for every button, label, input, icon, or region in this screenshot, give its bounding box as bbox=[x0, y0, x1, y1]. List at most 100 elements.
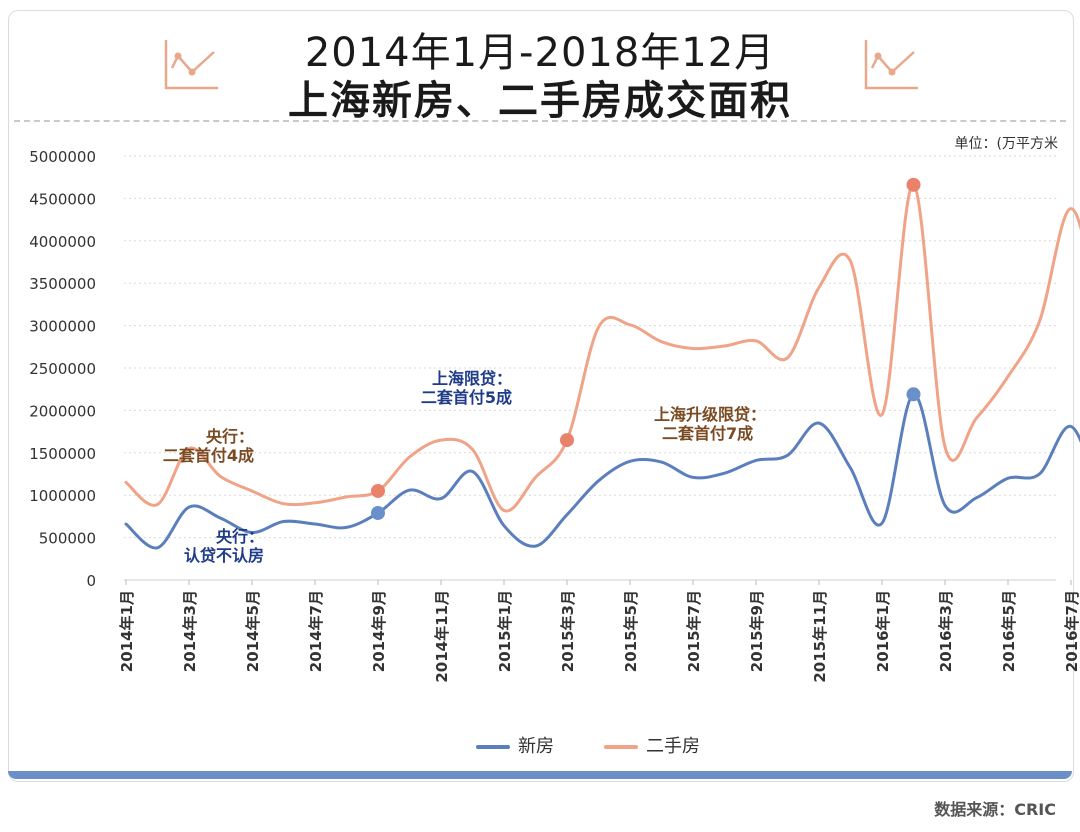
y-tick-label: 1500000 bbox=[29, 445, 96, 463]
legend: 新房 二手房 bbox=[0, 732, 1080, 758]
data-point-new-house bbox=[943, 503, 947, 507]
y-tick-label: 2500000 bbox=[29, 360, 96, 378]
title-divider bbox=[14, 120, 1066, 122]
legend-swatch-second-hand bbox=[604, 745, 638, 749]
legend-label-new-house: 新房 bbox=[518, 736, 554, 757]
data-point-new-house bbox=[849, 466, 853, 470]
data-point-second-hand bbox=[786, 356, 790, 360]
x-tick-label: 2014年1月 bbox=[118, 590, 136, 672]
x-tick-label: 2015年5月 bbox=[622, 590, 640, 672]
data-point-new-house bbox=[628, 459, 632, 463]
highlight-marker bbox=[906, 387, 921, 402]
data-point-new-house bbox=[723, 471, 727, 475]
data-point-second-hand bbox=[156, 503, 160, 507]
data-point-new-house bbox=[754, 458, 758, 462]
data-point-second-hand bbox=[1038, 319, 1042, 323]
data-point-new-house bbox=[219, 516, 223, 520]
highlight-marker bbox=[371, 506, 385, 521]
y-tick-label: 0 bbox=[86, 572, 96, 590]
data-point-new-house bbox=[187, 505, 191, 509]
data-point-second-hand bbox=[408, 455, 412, 459]
data-point-second-hand bbox=[880, 413, 884, 417]
data-point-second-hand bbox=[219, 475, 223, 479]
data-point-second-hand bbox=[628, 323, 632, 327]
annotation-text: 央行： bbox=[216, 527, 264, 546]
x-tick-label: 2016年7月 bbox=[1063, 590, 1080, 672]
annotation-text: 二套首付5成 bbox=[421, 388, 512, 407]
data-point-second-hand bbox=[660, 340, 664, 344]
data-point-second-hand bbox=[313, 501, 317, 505]
bottom-accent-bar bbox=[8, 771, 1072, 779]
data-point-new-house bbox=[565, 513, 569, 517]
y-tick-label: 5000000 bbox=[29, 148, 96, 166]
x-tick-label: 2015年7月 bbox=[685, 590, 703, 672]
x-tick-label: 2015年9月 bbox=[748, 590, 766, 672]
highlight-marker bbox=[560, 433, 574, 448]
annotation-text: 二套首付4成 bbox=[163, 446, 254, 465]
chart-title: 上海新房、二手房成交面积 bbox=[288, 78, 792, 124]
data-point-second-hand bbox=[502, 508, 506, 512]
chart-title-period: 2014年1月-2018年12月 bbox=[304, 30, 776, 76]
data-point-new-house bbox=[975, 496, 979, 500]
data-point-new-house bbox=[1069, 425, 1073, 429]
data-point-new-house bbox=[502, 524, 506, 528]
y-tick-label: 3000000 bbox=[29, 318, 96, 336]
legend-swatch-new-house bbox=[476, 745, 510, 749]
annotation-text: 上海升级限贷： bbox=[654, 405, 766, 424]
y-tick-label: 500000 bbox=[39, 530, 96, 548]
x-tick-label: 2016年1月 bbox=[874, 590, 892, 672]
x-tick-label: 2015年11月 bbox=[811, 590, 829, 683]
data-point-second-hand bbox=[975, 416, 979, 420]
y-tick-label: 2000000 bbox=[29, 402, 96, 420]
data-point-second-hand bbox=[943, 445, 947, 449]
data-point-second-hand bbox=[754, 339, 758, 343]
data-point-new-house bbox=[1006, 476, 1010, 480]
data-point-new-house bbox=[880, 521, 884, 525]
highlight-marker bbox=[906, 177, 921, 192]
data-point-second-hand bbox=[723, 344, 727, 348]
legend-label-second-hand: 二手房 bbox=[646, 736, 700, 757]
data-point-new-house bbox=[1038, 472, 1042, 476]
x-tick-label: 2016年3月 bbox=[937, 590, 955, 672]
data-point-new-house bbox=[156, 546, 160, 550]
data-point-new-house bbox=[471, 469, 475, 473]
data-point-new-house bbox=[786, 453, 790, 457]
data-point-second-hand bbox=[691, 346, 695, 350]
grid-layer bbox=[124, 155, 1056, 581]
data-point-new-house bbox=[124, 522, 128, 526]
line-chart-icon bbox=[164, 40, 218, 90]
y-tick-label: 4500000 bbox=[29, 190, 96, 208]
x-tick-label: 2015年1月 bbox=[496, 590, 514, 672]
data-point-new-house bbox=[345, 525, 349, 529]
data-point-second-hand bbox=[345, 495, 349, 499]
annotation-layer: 央行：认贷不认房央行：二套首付4成上海限贷：二套首付5成上海升级限贷：二套首付7… bbox=[163, 177, 921, 565]
unit-label: 单位：(万平方米 bbox=[954, 136, 1058, 152]
x-tick-label: 2014年11月 bbox=[433, 590, 451, 683]
data-point-new-house bbox=[660, 460, 664, 464]
series-layer bbox=[124, 183, 1080, 550]
data-point-second-hand bbox=[471, 447, 475, 451]
data-point-new-house bbox=[817, 421, 821, 425]
data-point-new-house bbox=[597, 479, 601, 483]
x-tick-label: 2014年7月 bbox=[307, 590, 325, 672]
x-tick-label: 2014年3月 bbox=[181, 590, 199, 672]
y-tick-label: 4000000 bbox=[29, 233, 96, 251]
data-point-second-hand bbox=[597, 325, 601, 329]
data-point-second-hand bbox=[817, 285, 821, 289]
data-point-new-house bbox=[691, 475, 695, 479]
legend-item-new-house: 新房 bbox=[476, 732, 554, 758]
data-point-second-hand bbox=[534, 475, 538, 479]
data-point-second-hand bbox=[439, 438, 443, 442]
x-axis-ticks: 2014年1月 2014年3月 2014年5月 2014年7月 2014年9月 2014年… bbox=[118, 580, 1080, 683]
data-point-new-house bbox=[439, 497, 443, 501]
data-point-second-hand bbox=[1006, 374, 1010, 378]
annotation-text: 央行： bbox=[206, 427, 254, 446]
y-axis-ticks: 0 500000 1000000 1500000 2000000 2500000 30000… bbox=[29, 148, 96, 590]
annotation-text: 上海限贷： bbox=[432, 369, 512, 388]
data-point-new-house bbox=[282, 519, 286, 523]
x-tick-label: 2014年9月 bbox=[370, 590, 388, 672]
data-point-second-hand bbox=[849, 259, 853, 263]
data-point-new-house bbox=[408, 488, 412, 492]
x-tick-label: 2016年5月 bbox=[1000, 590, 1018, 672]
